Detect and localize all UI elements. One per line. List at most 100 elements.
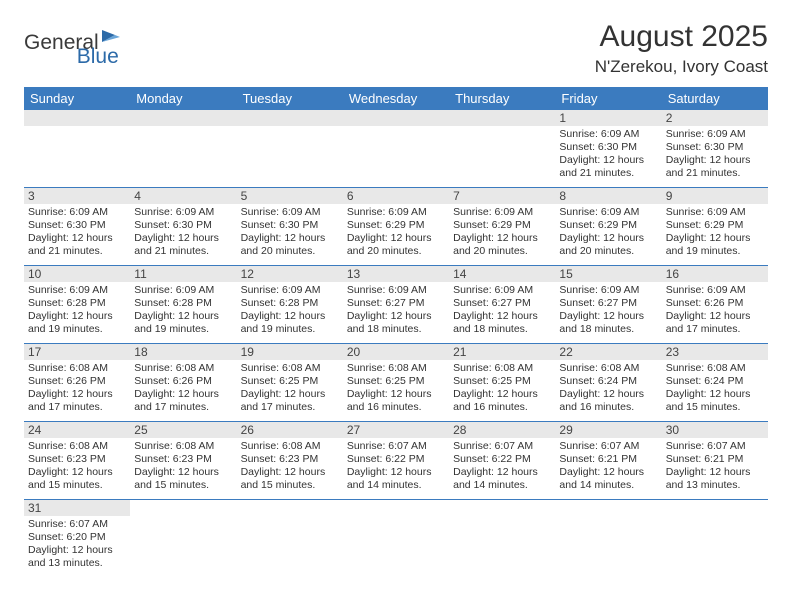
calendar-cell [449, 110, 555, 188]
day-info: Sunrise: 6:09 AMSunset: 6:30 PMDaylight:… [241, 206, 339, 259]
calendar-cell: 9 Sunrise: 6:09 AMSunset: 6:29 PMDaylight… [662, 188, 768, 266]
day-number: 2 [662, 110, 768, 126]
day-info: Sunrise: 6:07 AMSunset: 6:21 PMDaylight:… [666, 440, 764, 493]
calendar-cell [449, 500, 555, 578]
day-info: Sunrise: 6:09 AMSunset: 6:28 PMDaylight:… [134, 284, 232, 337]
day-info: Sunrise: 6:09 AMSunset: 6:29 PMDaylight:… [559, 206, 657, 259]
logo: General Blue [24, 20, 165, 57]
calendar-cell: 21 Sunrise: 6:08 AMSunset: 6:25 PMDayligh… [449, 344, 555, 422]
weekday-header: Monday [130, 87, 236, 110]
day-number: 29 [555, 422, 661, 438]
day-number-empty [343, 110, 449, 126]
calendar-cell [662, 500, 768, 578]
day-number: 1 [555, 110, 661, 126]
calendar-week-row: 10Sunrise: 6:09 AMSunset: 6:28 PMDayligh… [24, 266, 768, 344]
day-info: Sunrise: 6:08 AMSunset: 6:24 PMDaylight:… [559, 362, 657, 415]
day-number: 9 [662, 188, 768, 204]
day-number: 28 [449, 422, 555, 438]
day-info: Sunrise: 6:09 AMSunset: 6:27 PMDaylight:… [559, 284, 657, 337]
calendar-cell: 8 Sunrise: 6:09 AMSunset: 6:29 PMDaylight… [555, 188, 661, 266]
day-info: Sunrise: 6:09 AMSunset: 6:27 PMDaylight:… [453, 284, 551, 337]
day-info: Sunrise: 6:07 AMSunset: 6:22 PMDaylight:… [347, 440, 445, 493]
title-block: August 2025 N'Zerekou, Ivory Coast [595, 20, 768, 77]
day-number-empty [449, 110, 555, 126]
calendar-cell: 3 Sunrise: 6:09 AMSunset: 6:30 PMDaylight… [24, 188, 130, 266]
day-number: 11 [130, 266, 236, 282]
day-number: 4 [130, 188, 236, 204]
day-info: Sunrise: 6:09 AMSunset: 6:29 PMDaylight:… [666, 206, 764, 259]
day-number: 10 [24, 266, 130, 282]
day-info: Sunrise: 6:07 AMSunset: 6:21 PMDaylight:… [559, 440, 657, 493]
calendar-cell: 15Sunrise: 6:09 AMSunset: 6:27 PMDayligh… [555, 266, 661, 344]
calendar-cell: 25Sunrise: 6:08 AMSunset: 6:23 PMDayligh… [130, 422, 236, 500]
calendar-cell: 13 Sunrise: 6:09 AMSunset: 6:27 PMDayligh… [343, 266, 449, 344]
day-number: 23 [662, 344, 768, 360]
day-number: 31 [24, 500, 130, 516]
calendar-week-row: 3 Sunrise: 6:09 AMSunset: 6:30 PMDaylight… [24, 188, 768, 266]
calendar-cell: 22 Sunrise: 6:08 AMSunset: 6:24 PMDayligh… [555, 344, 661, 422]
day-info: Sunrise: 6:09 AMSunset: 6:30 PMDaylight:… [28, 206, 126, 259]
day-info: Sunrise: 6:09 AMSunset: 6:28 PMDaylight:… [28, 284, 126, 337]
calendar-week-row: 17 Sunrise: 6:08 AMSunset: 6:26 PMDayligh… [24, 344, 768, 422]
day-info: Sunrise: 6:09 AMSunset: 6:29 PMDaylight:… [347, 206, 445, 259]
calendar-cell [555, 500, 661, 578]
calendar-cell: 28Sunrise: 6:07 AMSunset: 6:22 PMDayligh… [449, 422, 555, 500]
calendar-cell [343, 110, 449, 188]
calendar-cell [343, 500, 449, 578]
calendar-cell: 30Sunrise: 6:07 AMSunset: 6:21 PMDayligh… [662, 422, 768, 500]
calendar-cell: 2 Sunrise: 6:09 AMSunset: 6:30 PMDaylight… [662, 110, 768, 188]
day-number: 26 [237, 422, 343, 438]
calendar-week-row: 31 Sunrise: 6:07 AMSunset: 6:20 PMDayligh… [24, 500, 768, 578]
calendar-document: General Blue August 2025 N'Zerekou, Ivor… [0, 0, 792, 598]
weekday-header: Wednesday [343, 87, 449, 110]
day-info: Sunrise: 6:07 AMSunset: 6:20 PMDaylight:… [28, 518, 126, 571]
day-number: 13 [343, 266, 449, 282]
day-number: 22 [555, 344, 661, 360]
calendar-cell: 10 Sunrise: 6:09 AMSunset: 6:28 PMDayligh… [24, 266, 130, 344]
day-info: Sunrise: 6:09 AMSunset: 6:27 PMDaylight:… [347, 284, 445, 337]
day-number: 20 [343, 344, 449, 360]
day-info: Sunrise: 6:09 AMSunset: 6:30 PMDaylight:… [559, 128, 657, 181]
day-number: 24 [24, 422, 130, 438]
weekday-header: Saturday [662, 87, 768, 110]
calendar-cell [237, 500, 343, 578]
day-info: Sunrise: 6:08 AMSunset: 6:23 PMDaylight:… [241, 440, 339, 493]
day-number: 12 [237, 266, 343, 282]
day-number: 16 [662, 266, 768, 282]
day-number: 17 [24, 344, 130, 360]
calendar-cell: 19 Sunrise: 6:08 AMSunset: 6:25 PMDayligh… [237, 344, 343, 422]
calendar-cell: 17 Sunrise: 6:08 AMSunset: 6:26 PMDayligh… [24, 344, 130, 422]
day-number: 25 [130, 422, 236, 438]
location: N'Zerekou, Ivory Coast [595, 57, 768, 77]
day-info: Sunrise: 6:09 AMSunset: 6:29 PMDaylight:… [453, 206, 551, 259]
day-number: 19 [237, 344, 343, 360]
day-info: Sunrise: 6:08 AMSunset: 6:25 PMDaylight:… [453, 362, 551, 415]
calendar-cell: 11 Sunrise: 6:09 AMSunset: 6:28 PMDayligh… [130, 266, 236, 344]
calendar-cell: 23 Sunrise: 6:08 AMSunset: 6:24 PMDayligh… [662, 344, 768, 422]
day-number: 14 [449, 266, 555, 282]
calendar-cell: 24 Sunrise: 6:08 AMSunset: 6:23 PMDayligh… [24, 422, 130, 500]
day-number: 27 [343, 422, 449, 438]
day-number: 21 [449, 344, 555, 360]
day-number: 3 [24, 188, 130, 204]
calendar-cell: 4Sunrise: 6:09 AMSunset: 6:30 PMDaylight… [130, 188, 236, 266]
day-info: Sunrise: 6:08 AMSunset: 6:26 PMDaylight:… [28, 362, 126, 415]
calendar-cell: 12Sunrise: 6:09 AMSunset: 6:28 PMDayligh… [237, 266, 343, 344]
weekday-header: Thursday [449, 87, 555, 110]
day-number: 18 [130, 344, 236, 360]
day-info: Sunrise: 6:08 AMSunset: 6:23 PMDaylight:… [28, 440, 126, 493]
calendar-cell: 29 Sunrise: 6:07 AMSunset: 6:21 PMDayligh… [555, 422, 661, 500]
calendar-table: Sunday Monday Tuesday Wednesday Thursday… [24, 87, 768, 578]
day-number: 8 [555, 188, 661, 204]
day-number: 5 [237, 188, 343, 204]
calendar-cell: 14 Sunrise: 6:09 AMSunset: 6:27 PMDayligh… [449, 266, 555, 344]
month-title: August 2025 [595, 20, 768, 53]
day-info: Sunrise: 6:08 AMSunset: 6:25 PMDaylight:… [241, 362, 339, 415]
calendar-cell: 20Sunrise: 6:08 AMSunset: 6:25 PMDayligh… [343, 344, 449, 422]
day-info: Sunrise: 6:08 AMSunset: 6:24 PMDaylight:… [666, 362, 764, 415]
day-info: Sunrise: 6:09 AMSunset: 6:26 PMDaylight:… [666, 284, 764, 337]
day-number-empty [24, 110, 130, 126]
day-info: Sunrise: 6:09 AMSunset: 6:30 PMDaylight:… [666, 128, 764, 181]
calendar-cell: 31 Sunrise: 6:07 AMSunset: 6:20 PMDayligh… [24, 500, 130, 578]
day-number-empty [130, 110, 236, 126]
